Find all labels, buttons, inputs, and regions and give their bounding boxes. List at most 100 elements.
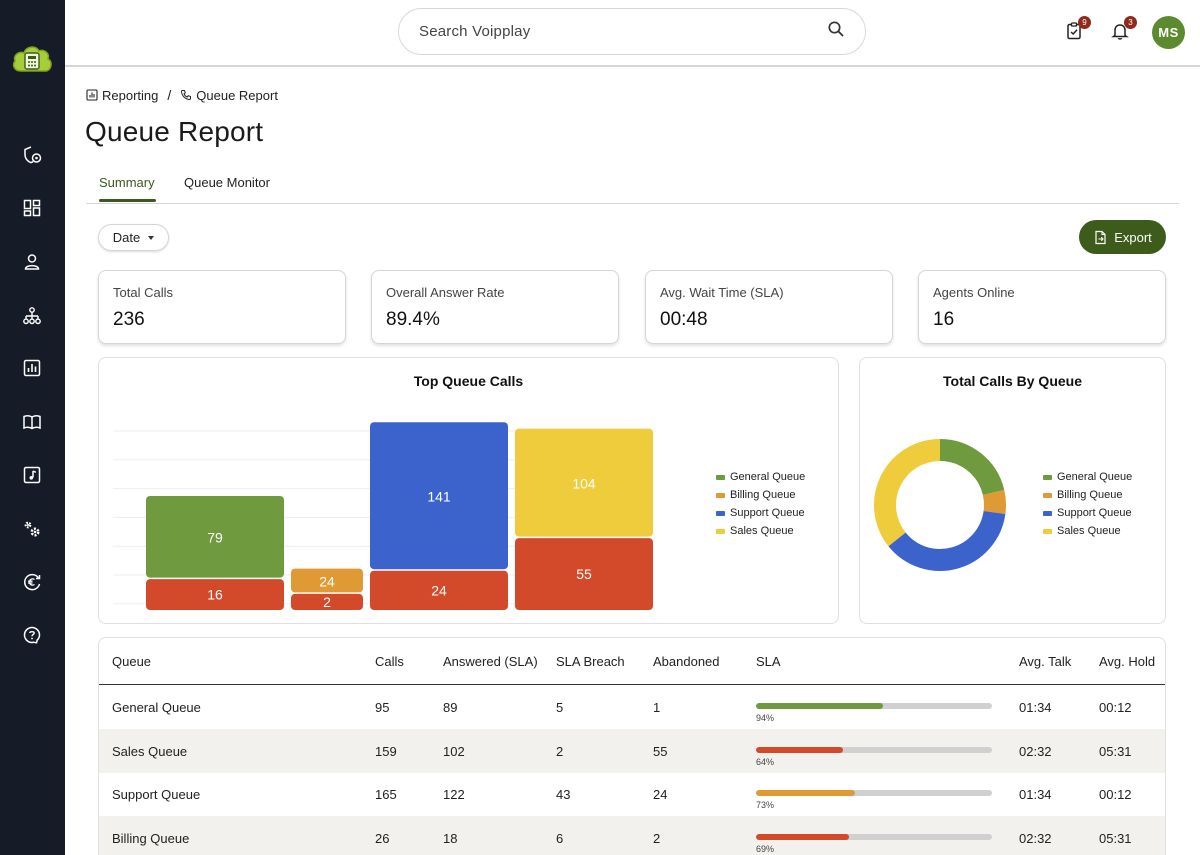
donut-slice: [982, 489, 1006, 515]
top-queue-calls-panel: Top Queue Calls 79 16 24 2 141 24 104 55 Genera…: [98, 357, 839, 624]
tab-queue-monitor[interactable]: Queue Monitor: [184, 175, 270, 190]
euro-billing-icon[interactable]: [20, 570, 44, 594]
legend-label: General Queue: [1057, 471, 1133, 483]
avatar[interactable]: MS: [1152, 16, 1185, 49]
legend-swatch: [716, 528, 725, 534]
kpi-label: Overall Answer Rate: [386, 285, 505, 300]
search-icon[interactable]: [827, 20, 845, 43]
reporting-icon[interactable]: [20, 356, 44, 380]
chart-title: Top Queue Calls: [413, 373, 524, 389]
queue-table: Queue Calls Answered (SLA) SLA Breach Ab…: [98, 637, 1166, 855]
bar-data-label: 55: [576, 566, 592, 582]
kpi-label: Avg. Wait Time (SLA): [660, 285, 784, 300]
breadcrumb-reporting[interactable]: Reporting: [86, 88, 158, 103]
cell-queue: Sales Queue: [112, 743, 188, 759]
cell-hold: 00:12: [1099, 787, 1132, 802]
cell-talk: 02:32: [1019, 743, 1052, 759]
cell-calls: 95: [375, 700, 390, 715]
legend-label: Support Queue: [1057, 507, 1132, 519]
bar-segment-calls: [515, 428, 653, 537]
tasks-button[interactable]: 9: [1064, 16, 1091, 43]
bell-icon: [1111, 24, 1129, 40]
column-header-abandoned[interactable]: Abandoned: [653, 654, 720, 669]
column-header-avg-talk[interactable]: Avg. Talk: [1019, 654, 1072, 669]
column-header-avg-hold[interactable]: Avg. Hold: [1099, 654, 1156, 669]
legend-item: Billing Queue: [1043, 486, 1132, 504]
cell-talk: 01:34: [1019, 787, 1052, 802]
sla-percent-label: 64%: [756, 756, 775, 767]
cell-talk: 02:32: [1019, 830, 1052, 846]
export-label: Export: [1114, 229, 1152, 245]
user-icon[interactable]: [20, 250, 44, 274]
export-button[interactable]: Export: [1079, 220, 1166, 254]
cell-hold: 05:31: [1099, 743, 1132, 759]
cell-answered: 89: [443, 700, 458, 715]
table-row[interactable]: Billing Queue 26 18 6 2 02:32 05:31 69%: [99, 815, 1165, 855]
phone-small-icon: [181, 90, 192, 101]
bar-data-label: 24: [319, 573, 335, 589]
kpi-card-answer-rate: Overall Answer Rate 89.4%: [371, 270, 619, 344]
bar-data-label: 24: [431, 582, 447, 598]
cell-breach: 43: [556, 787, 571, 802]
tasks-badge: 9: [1078, 16, 1091, 29]
table-row[interactable]: General Queue 95 89 5 1 01:34 00:12 94%: [99, 685, 1165, 729]
page-title: Queue Report: [85, 116, 264, 147]
donut-slice: [874, 439, 941, 547]
tab-summary[interactable]: Summary: [99, 175, 155, 190]
voipplay-logo[interactable]: [11, 41, 53, 77]
sla-progress-fill: [756, 833, 850, 840]
legend-swatch: [1043, 528, 1052, 534]
total-calls-by-queue-chart: [874, 439, 1006, 571]
legend-item: General Queue: [1043, 468, 1132, 486]
column-header-calls[interactable]: Calls: [375, 654, 404, 669]
bar-segment-calls: [291, 568, 363, 593]
cell-queue: General Queue: [112, 700, 201, 715]
search-input[interactable]: Search Voipplay: [419, 23, 531, 40]
sla-percent-label: 73%: [756, 800, 775, 810]
legend-item: Sales Queue: [716, 522, 805, 540]
sla-percent-label: 94%: [756, 713, 775, 723]
legend-label: General Queue: [730, 471, 806, 483]
date-filter-dropdown[interactable]: Date: [98, 224, 169, 251]
column-header-queue[interactable]: Queue: [112, 654, 152, 669]
sla-progress-fill: [756, 703, 884, 709]
column-header-sla-breach[interactable]: SLA Breach: [556, 654, 625, 669]
column-header-answered[interactable]: Answered (SLA): [443, 654, 538, 669]
cell-queue: Support Queue: [112, 787, 201, 802]
music-icon[interactable]: [20, 463, 44, 487]
legend-swatch: [1043, 510, 1052, 516]
help-icon[interactable]: [20, 623, 44, 647]
legend-item: General Queue: [716, 468, 805, 486]
breadcrumb-queue-report: Queue Report: [180, 88, 278, 103]
search-bar[interactable]: Search Voipplay: [398, 8, 866, 55]
export-file-icon: [1095, 230, 1106, 244]
bar-data-label: 16: [207, 587, 223, 603]
sla-progress-bar: [756, 833, 992, 840]
cell-answered: 122: [443, 787, 465, 802]
kpi-card-total-calls: Total Calls 236: [98, 270, 346, 344]
cell-abandoned: 2: [653, 830, 661, 846]
column-header-sla[interactable]: SLA: [756, 654, 781, 669]
bar-segment-breach: [146, 579, 284, 610]
breadcrumb-parent-label[interactable]: Reporting: [102, 87, 159, 103]
kpi-value: 00:48: [660, 309, 708, 330]
table-row[interactable]: Support Queue 165 122 43 24 01:34 00:12 73%: [99, 772, 1165, 816]
cell-abandoned: 24: [653, 787, 668, 802]
bar-segment-breach: [291, 593, 363, 610]
sidebar: [0, 0, 65, 855]
dashboard-icon[interactable]: [20, 196, 44, 220]
cell-breach: 6: [556, 830, 564, 846]
breadcrumb-separator: /: [167, 87, 172, 103]
notifications-button[interactable]: 3: [1110, 16, 1137, 43]
legend-swatch: [1043, 474, 1052, 480]
shield-phone-icon[interactable]: [20, 143, 44, 167]
tasks-icon: [1067, 22, 1081, 40]
org-chart-icon[interactable]: [20, 304, 44, 328]
settings-icon[interactable]: [20, 517, 44, 541]
caret-down-icon: [148, 235, 155, 240]
book-icon[interactable]: [20, 410, 44, 434]
cell-breach: 5: [556, 700, 564, 715]
bar-chart-legend: General Queue Billing Queue Support Queu…: [716, 468, 805, 540]
table-row[interactable]: Sales Queue 159 102 2 55 02:32 05:31 64%: [99, 728, 1165, 773]
legend-swatch: [716, 510, 725, 516]
